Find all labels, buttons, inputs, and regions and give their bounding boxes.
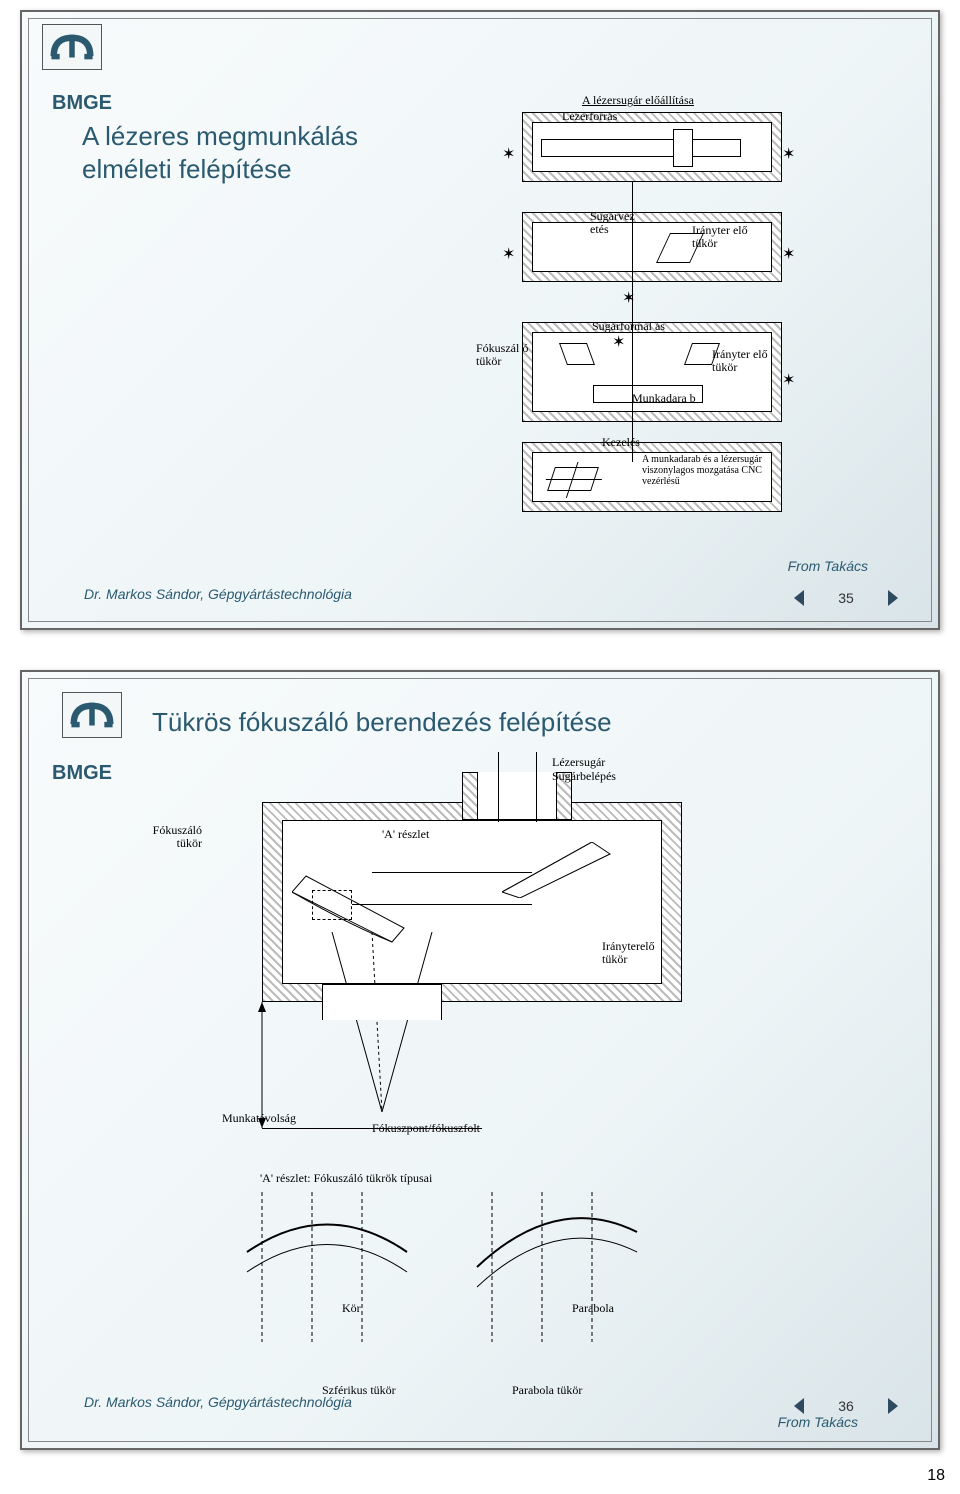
laser-source-box <box>532 122 772 172</box>
page-number-2: 36 <box>834 1398 858 1414</box>
logo <box>42 24 102 70</box>
label-laser-source: Lézerforrás <box>562 110 617 123</box>
star-icon: ✶ <box>622 288 635 308</box>
beam-in-1 <box>498 752 499 822</box>
label-beam: Lézersugár <box>552 756 605 769</box>
beam-line <box>632 182 633 462</box>
star-icon: ✶ <box>502 144 515 164</box>
slide-2: Tükrös fókuszáló berendezés felépítése B… <box>20 670 940 1450</box>
steering-mirror <box>502 842 612 898</box>
star-icon: ✶ <box>782 244 795 264</box>
star-icon: ✶ <box>502 244 515 264</box>
label-detail-heading: 'A' részlet: Fókuszáló tükrök típusai <box>260 1172 432 1185</box>
nav-arrows: 36 <box>794 1398 898 1414</box>
nav-arrows: 35 <box>794 590 898 606</box>
author-line: Dr. Markos Sándor, Gépgyártástechnológia <box>84 586 352 602</box>
label-beam-guide: Sugárvez etés <box>590 210 650 236</box>
hbeam-1 <box>372 872 532 873</box>
label-work-dist: Munkatávolság <box>222 1112 296 1125</box>
table-shape <box>547 467 599 491</box>
label-beam-gen: A lézersugár előállítása <box>582 94 694 107</box>
label-mirror1: Irányter elő tükör <box>692 224 762 250</box>
detail-a-marker <box>312 890 352 920</box>
logo-svg <box>69 699 115 731</box>
source-credit: From Takács <box>788 558 868 574</box>
star-icon: ✶ <box>782 144 795 164</box>
label-cnc: A munkadarab és a lézersugár viszonylago… <box>642 454 762 487</box>
slide-title-2: Tükrös fókuszáló berendezés felépítése <box>152 706 612 739</box>
label-workpiece: Munkadara b <box>632 392 712 405</box>
next-arrow-icon[interactable] <box>888 1398 898 1414</box>
beam-cone <box>322 932 462 1132</box>
author-line-2: Dr. Markos Sándor, Gépgyártástechnológia <box>84 1394 352 1410</box>
brand-label: BMGE <box>52 762 112 785</box>
label-steering-mirror: Irányterelő tükör <box>602 940 682 966</box>
diagram-area-1: A lézersugár előállítása Lézerforrás ✶ ✶… <box>482 92 822 562</box>
inner-small <box>673 129 693 167</box>
lens-shape <box>559 343 595 365</box>
logo <box>62 692 122 738</box>
label-parabola: Parabola <box>572 1302 614 1315</box>
slide-title: A lézeres megmunkálás elméleti felépítés… <box>82 120 442 185</box>
exit-port <box>322 984 442 1020</box>
label-focal-point: Fókuszpont/fókuszfolt <box>372 1122 480 1135</box>
next-arrow-icon[interactable] <box>888 590 898 606</box>
label-entry: Sugárbelépés <box>552 770 616 783</box>
logo-svg <box>49 31 95 63</box>
label-handling: Kezelés <box>602 436 640 449</box>
corner-page-number: 18 <box>927 1467 945 1485</box>
brand-label: BMGE <box>52 92 112 115</box>
label-detail-a: 'A' részlet <box>382 828 429 841</box>
label-parabola-mirror: Parabola tükör <box>512 1384 582 1397</box>
inner-bar <box>541 139 741 157</box>
label-mirror2: Irányter elő tükör <box>712 348 772 374</box>
star-icon: ✶ <box>612 332 625 352</box>
prev-arrow-icon[interactable] <box>794 590 804 606</box>
parabolic-mirror <box>472 1192 642 1342</box>
beam-in-2 <box>536 752 537 822</box>
mirror-types-diagram: Kör Parabola <box>242 1192 662 1362</box>
label-focus-mirror: Fókuszál ó tükör <box>476 342 536 368</box>
page-number: 35 <box>834 590 858 606</box>
spherical-mirror <box>242 1192 412 1342</box>
label-circle: Kör <box>342 1302 361 1315</box>
entry-port <box>477 772 557 820</box>
source-credit-2: From Takács <box>778 1414 858 1430</box>
prev-arrow-icon[interactable] <box>794 1398 804 1414</box>
label-focus-mirror: Fókuszáló tükör <box>132 824 202 850</box>
slide-1: BMGE A lézeres megmunkálás elméleti felé… <box>20 10 940 630</box>
hbeam-2 <box>352 904 532 905</box>
port-hatch-l <box>462 772 478 820</box>
star-icon: ✶ <box>782 370 795 390</box>
